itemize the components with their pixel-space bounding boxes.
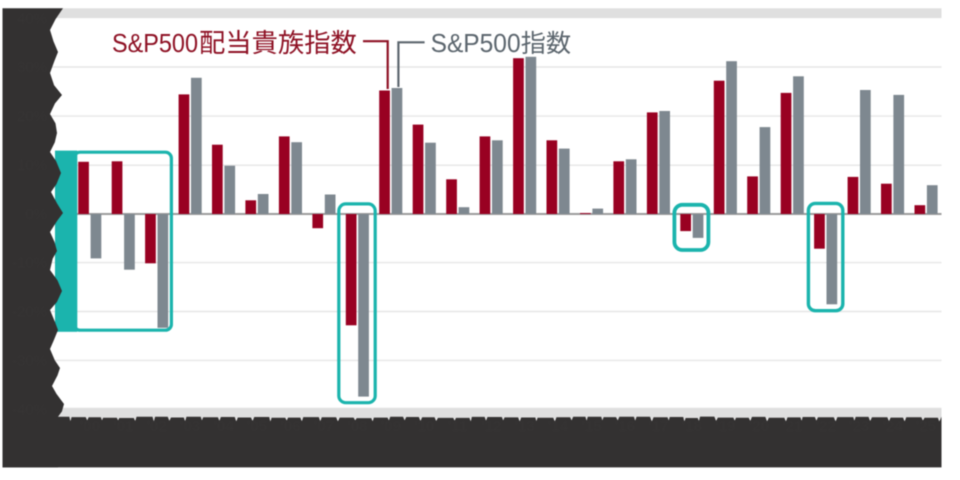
svg-text:'21: '21 bbox=[782, 418, 802, 435]
svg-text:-20%: -20% bbox=[12, 304, 47, 321]
svg-text:'16: '16 bbox=[615, 418, 635, 435]
svg-text:'17: '17 bbox=[648, 418, 668, 435]
svg-text:-10%: -10% bbox=[12, 255, 47, 272]
svg-text:'02: '02 bbox=[147, 418, 167, 435]
svg-text:'11: '11 bbox=[448, 418, 467, 435]
svg-text:'00: '00 bbox=[80, 418, 100, 435]
svg-text:'03: '03 bbox=[180, 418, 200, 435]
svg-text:'22: '22 bbox=[816, 418, 836, 435]
svg-text:-30%: -30% bbox=[12, 352, 47, 369]
svg-text:S&P500: S&P500 bbox=[431, 28, 521, 58]
svg-text:'04: '04 bbox=[213, 418, 234, 435]
svg-text:-40%: -40% bbox=[12, 401, 47, 418]
svg-text:'14: '14 bbox=[548, 418, 569, 435]
svg-text:40%: 40% bbox=[17, 10, 47, 27]
svg-text:S&P500: S&P500 bbox=[112, 28, 198, 58]
svg-text:'25: '25 bbox=[916, 418, 936, 435]
svg-text:'12: '12 bbox=[481, 418, 501, 435]
svg-text:'05: '05 bbox=[247, 418, 267, 435]
svg-text:20%: 20% bbox=[17, 108, 47, 125]
svg-text:'01: '01 bbox=[113, 418, 133, 435]
svg-text:'23: '23 bbox=[849, 418, 869, 435]
svg-text:'13: '13 bbox=[514, 418, 534, 435]
svg-text:'09: '09 bbox=[381, 418, 401, 435]
svg-text:'08: '08 bbox=[347, 418, 367, 435]
svg-text:'18: '18 bbox=[682, 418, 702, 435]
svg-text:'07: '07 bbox=[314, 418, 334, 435]
svg-text:0%: 0% bbox=[25, 206, 47, 223]
svg-text:'15: '15 bbox=[581, 418, 601, 435]
svg-text:'20: '20 bbox=[749, 418, 769, 435]
svg-text:30%: 30% bbox=[17, 59, 47, 76]
svg-text:'06: '06 bbox=[280, 418, 300, 435]
svg-text:'10: '10 bbox=[414, 418, 434, 435]
svg-text:10%: 10% bbox=[17, 157, 47, 174]
svg-text:'19: '19 bbox=[715, 418, 735, 435]
svg-text:'24: '24 bbox=[882, 418, 903, 435]
